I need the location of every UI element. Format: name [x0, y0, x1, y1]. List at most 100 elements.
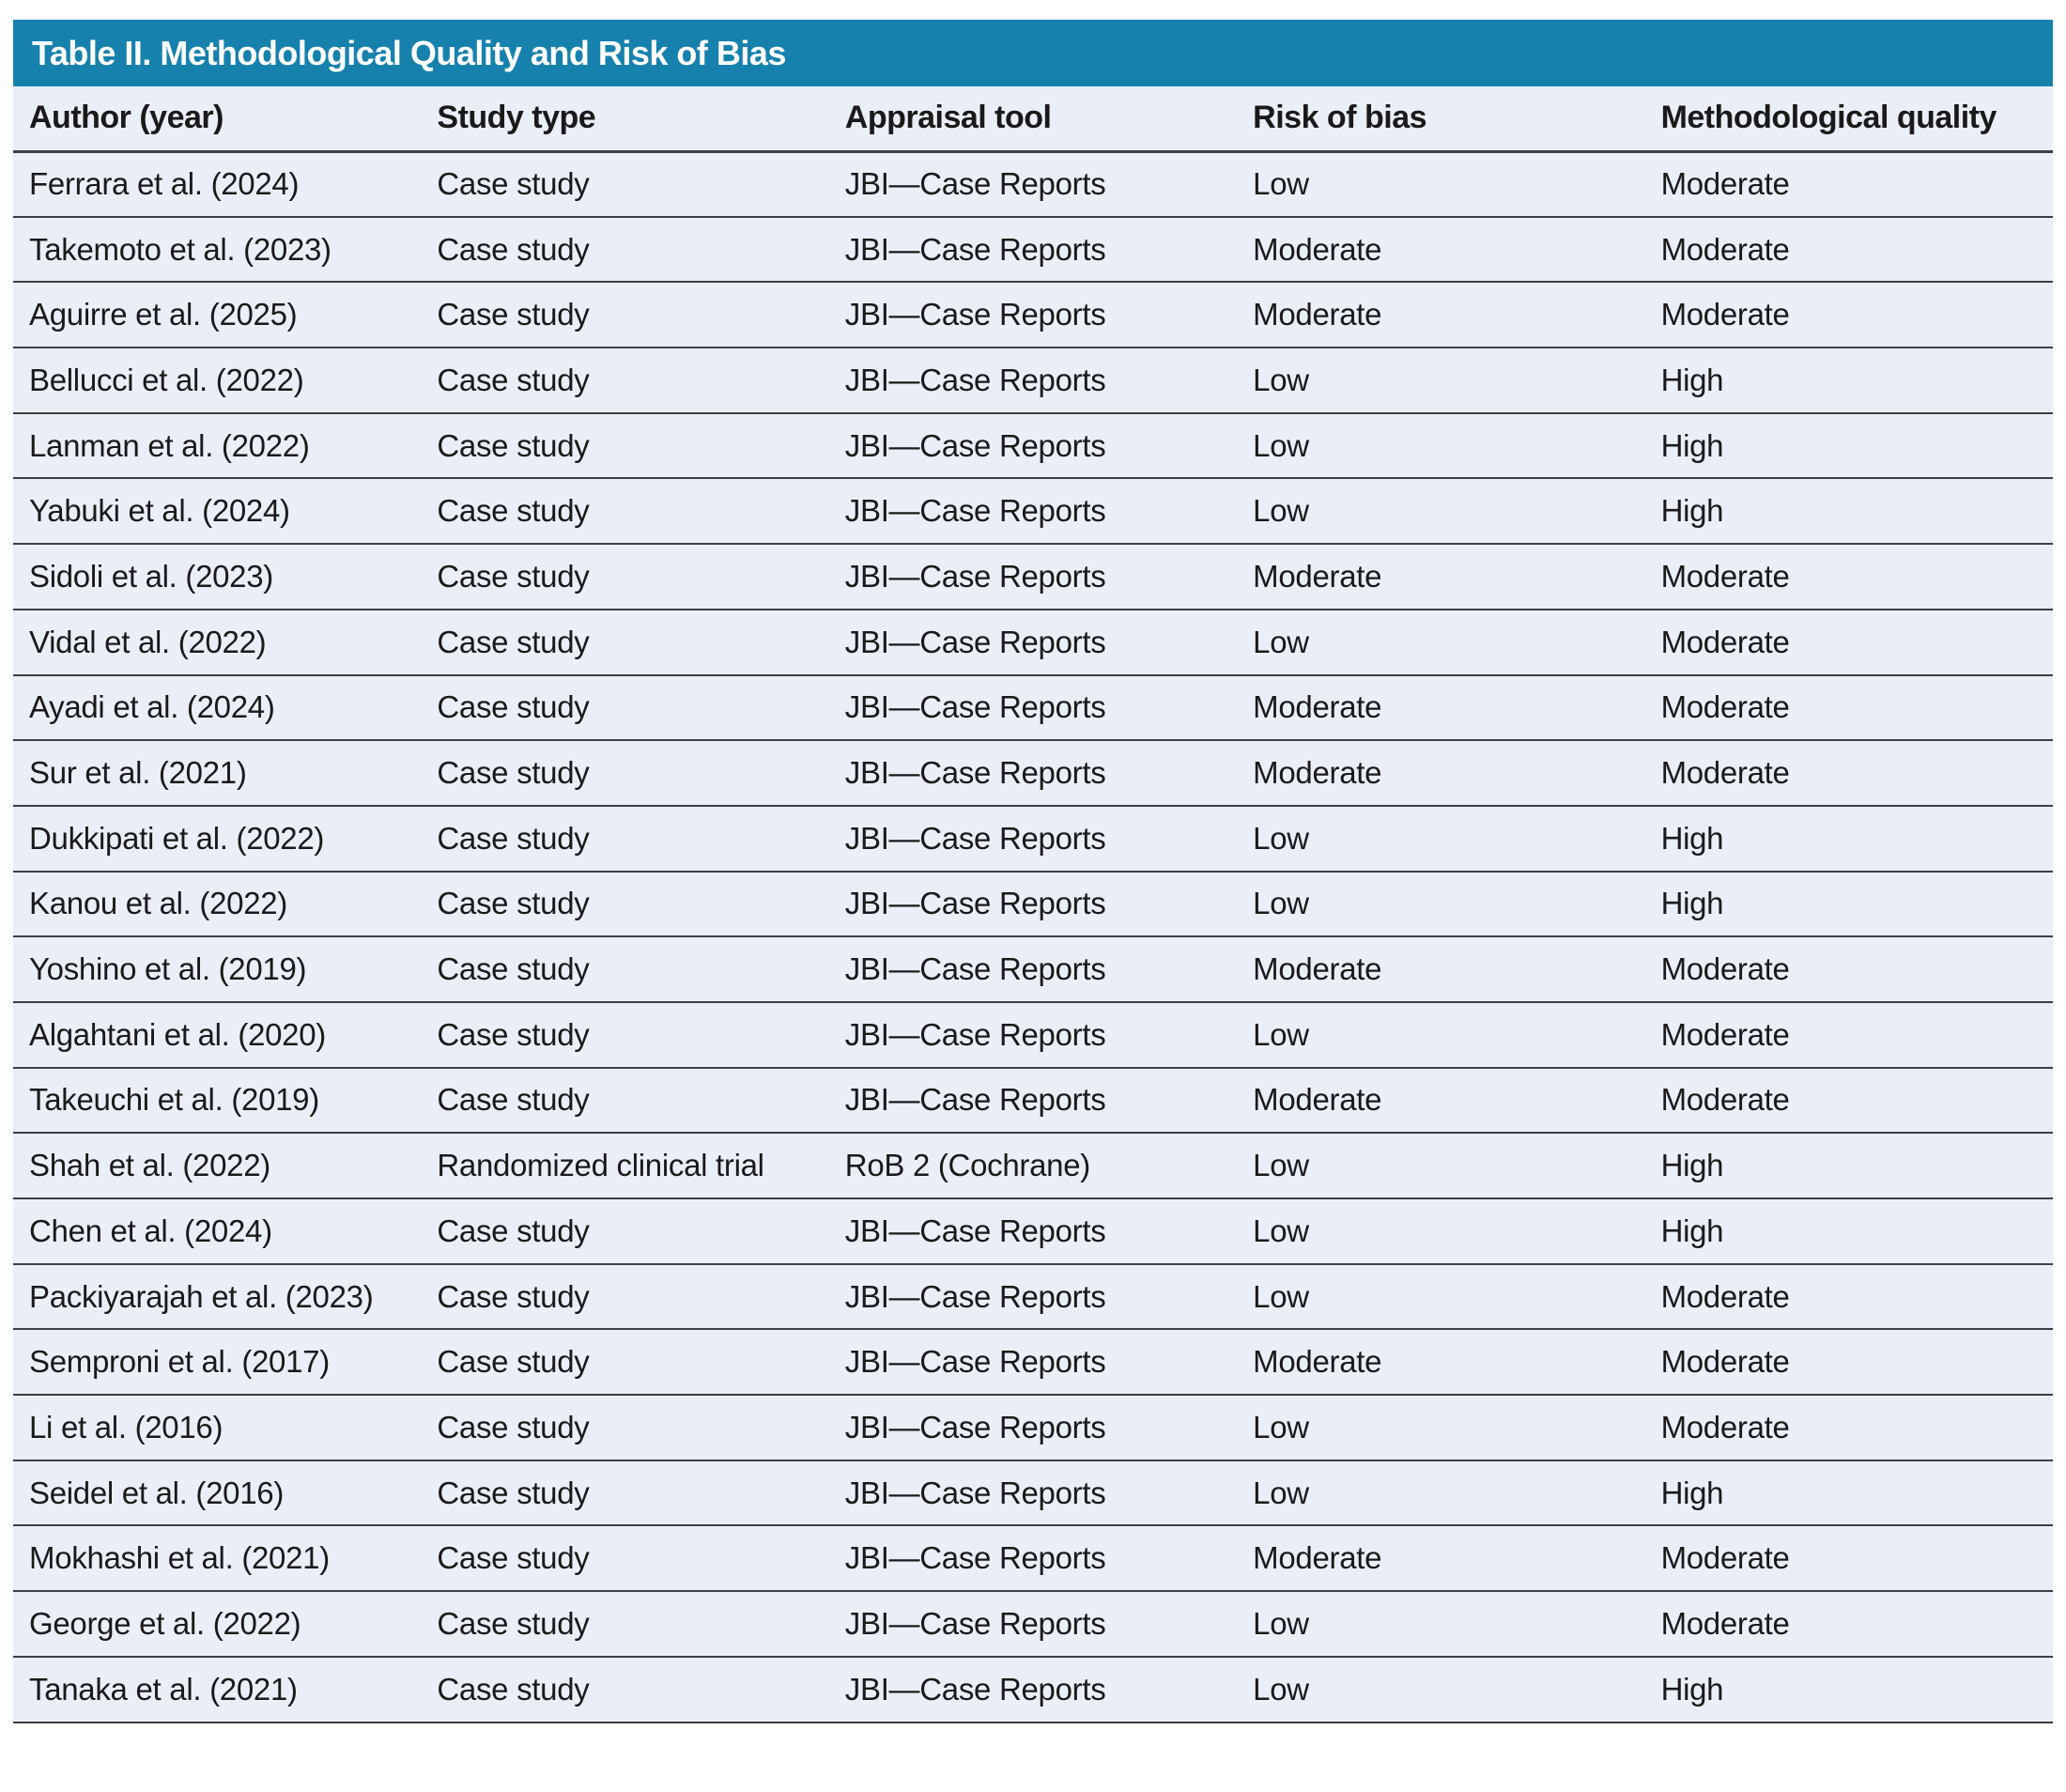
table-cell: JBI—Case Reports: [828, 544, 1238, 610]
table-row: Li et al. (2016) Case study JBI—Case Repor…: [13, 1395, 2053, 1461]
table-cell: JBI—Case Reports: [828, 674, 1238, 742]
table-cell: Packiyarajah et al. (2023): [13, 1263, 422, 1331]
table-cell: JBI—Case Reports: [828, 936, 1238, 1003]
table-title: Table II. Methodological Quality and Ris…: [32, 33, 786, 72]
table-cell: Moderate: [1644, 151, 2053, 218]
table-cell: Moderate: [1644, 1395, 2053, 1461]
table-cell: JBI—Case Reports: [828, 1329, 1238, 1397]
table-cell: Case study: [421, 1263, 829, 1331]
table-cell: Moderate: [1644, 1001, 2053, 1069]
table-cell: Case study: [421, 1460, 829, 1527]
col-header-appraisal-tool: Appraisal tool: [828, 86, 1238, 153]
table-cell: High: [1644, 871, 2053, 938]
table-cell: Low: [1237, 871, 1645, 938]
table-cell: Moderate: [1237, 674, 1645, 742]
table-row: Packiyarajah et al. (2023) Case study JBI—…: [13, 1263, 2053, 1331]
table-cell: Low: [1237, 151, 1645, 218]
table-row: Dukkipati et al. (2022) Case study JBI—Cas…: [13, 805, 2053, 873]
table-cell: JBI—Case Reports: [828, 1263, 1238, 1331]
table-cell: High: [1644, 412, 2053, 480]
table-cell: Case study: [421, 1656, 829, 1723]
table-cell: Case study: [421, 1329, 829, 1397]
table-cell: JBI—Case Reports: [828, 609, 1238, 676]
table-cell: JBI—Case Reports: [828, 740, 1238, 807]
table-cell: Chen et al. (2024): [13, 1198, 422, 1265]
table-cell: Low: [1237, 1263, 1645, 1331]
table-cell: Yoshino et al. (2019): [13, 936, 422, 1003]
table-cell: Case study: [421, 151, 829, 218]
table-cell: Vidal et al. (2022): [13, 609, 422, 676]
table-cell: JBI—Case Reports: [828, 151, 1238, 218]
table-cell: Moderate: [1237, 1067, 1645, 1135]
table-cell: JBI—Case Reports: [828, 216, 1238, 284]
table-cell: Low: [1237, 1591, 1645, 1658]
table-cell: Case study: [421, 282, 829, 349]
table-cell: Moderate: [1237, 1329, 1645, 1397]
table-row: Vidal et al. (2022) Case study JBI—Case Re…: [13, 609, 2053, 676]
table-row: Sur et al. (2021) Case study JBI—Case Repo…: [13, 740, 2053, 807]
table-cell: Moderate: [1237, 1525, 1645, 1593]
table-row: Aguirre et al. (2025) Case study JBI—Case …: [13, 282, 2053, 349]
table-cell: Case study: [421, 1591, 829, 1658]
table-cell: Case study: [421, 936, 829, 1003]
table-cell: Lanman et al. (2022): [13, 412, 422, 480]
table-cell: Shah et al. (2022): [13, 1133, 422, 1199]
table-row: George et al. (2022) Case study JBI—Case R…: [13, 1591, 2053, 1658]
table-row: Kanou et al. (2022) Case study JBI—Case Re…: [13, 871, 2053, 938]
table-row: Algahtani et al. (2020) Case study JBI—Cas…: [13, 1001, 2053, 1069]
table-cell: Dukkipati et al. (2022): [13, 805, 422, 873]
table-row: Takeuchi et al. (2019) Case study JBI—Case…: [13, 1067, 2053, 1135]
table-row: Lanman et al. (2022) Case study JBI—Case R…: [13, 412, 2053, 480]
table-cell: JBI—Case Reports: [828, 478, 1238, 546]
table-cell: JBI—Case Reports: [828, 1067, 1238, 1135]
table-cell: Aguirre et al. (2025): [13, 282, 422, 349]
table-cell: JBI—Case Reports: [828, 1591, 1238, 1658]
table-row: Chen et al. (2024) Case study JBI—Case Rep…: [13, 1198, 2053, 1265]
table-cell: Moderate: [1644, 936, 2053, 1003]
table-cell: JBI—Case Reports: [828, 1460, 1238, 1527]
table-cell: High: [1644, 805, 2053, 873]
table-cell: Moderate: [1644, 1525, 2053, 1593]
table-cell: Case study: [421, 544, 829, 610]
table-cell: RoB 2 (Cochrane): [828, 1133, 1238, 1199]
table-cell: Li et al. (2016): [13, 1395, 422, 1461]
table-cell: Moderate: [1644, 1591, 2053, 1658]
table-cell: Moderate: [1644, 1067, 2053, 1135]
table-cell: Case study: [421, 1198, 829, 1265]
table-cell: JBI—Case Reports: [828, 282, 1238, 349]
table-cell: Moderate: [1644, 740, 2053, 807]
table-cell: Moderate: [1644, 1329, 2053, 1397]
table-cell: Moderate: [1644, 674, 2053, 742]
table-cell: Takemoto et al. (2023): [13, 216, 422, 284]
table-cell: Low: [1237, 478, 1645, 546]
table-cell: Low: [1237, 805, 1645, 873]
table-row: Yabuki et al. (2024) Case study JBI—Case R…: [13, 478, 2053, 546]
table-cell: Case study: [421, 348, 829, 414]
table-cell: Low: [1237, 609, 1645, 676]
table-cell: Moderate: [1237, 544, 1645, 610]
table-cell: Moderate: [1237, 282, 1645, 349]
col-header-methodological-quality: Methodological quality: [1644, 86, 2053, 153]
table-cell: High: [1644, 478, 2053, 546]
table-row: Seidel et al. (2016) Case study JBI—Case R…: [13, 1460, 2053, 1527]
table-row: Yoshino et al. (2019) Case study JBI—Case …: [13, 936, 2053, 1003]
table-cell: Case study: [421, 1395, 829, 1461]
table-cell: Seidel et al. (2016): [13, 1460, 422, 1527]
table-cell: George et al. (2022): [13, 1591, 422, 1658]
col-header-study-type: Study type: [421, 86, 829, 153]
table-cell: Mokhashi et al. (2021): [13, 1525, 422, 1593]
table-cell: High: [1644, 348, 2053, 414]
table-cell: Moderate: [1644, 544, 2053, 610]
table-cell: JBI—Case Reports: [828, 1656, 1238, 1723]
table-cell: High: [1644, 1133, 2053, 1199]
table-cell: Case study: [421, 740, 829, 807]
table-cell: Case study: [421, 216, 829, 284]
table-cell: Case study: [421, 674, 829, 742]
table-cell: Algahtani et al. (2020): [13, 1001, 422, 1069]
table-cell: JBI—Case Reports: [828, 805, 1238, 873]
table-cell: Case study: [421, 1067, 829, 1135]
table-cell: Low: [1237, 1001, 1645, 1069]
table-cell: Case study: [421, 805, 829, 873]
table-cell: Kanou et al. (2022): [13, 871, 422, 938]
